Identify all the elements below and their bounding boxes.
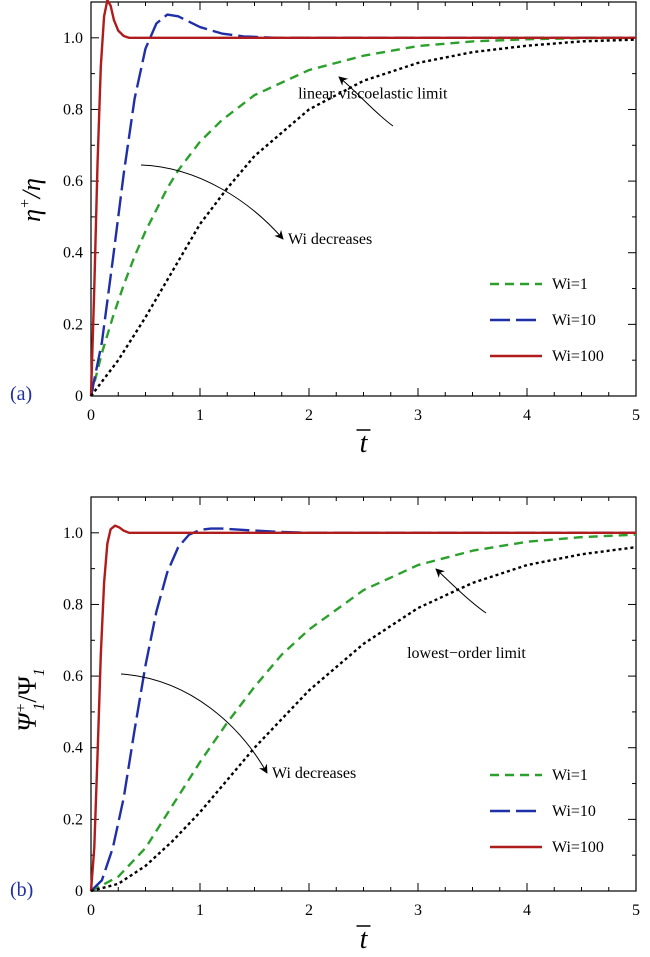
x-tick-label: 5 — [632, 407, 640, 424]
y-tick-label: 0 — [75, 388, 83, 405]
annotation-wi-decreases: Wi decreases — [288, 231, 372, 248]
x-tick-label: 1 — [196, 902, 204, 919]
y-tick-label: 0.8 — [63, 101, 83, 118]
x-tick-label: 4 — [523, 902, 531, 919]
wi-decreases-arrow — [120, 673, 268, 774]
y-tick-label: 0.2 — [63, 811, 83, 828]
x-tick-label: 5 — [632, 902, 640, 919]
x-axis-label: t — [360, 924, 369, 955]
legend-label: Wi=100 — [552, 839, 604, 856]
x-tick-label: 4 — [523, 407, 531, 424]
y-axis-label: η+/η — [17, 178, 46, 222]
annotation-arrow — [338, 76, 394, 127]
x-tick-label: 3 — [414, 902, 422, 919]
panel-a: 0 1 2 3 4 5 0 0.2 0.4 0.6 0.8 1.0 t η+/η Wi=1 Wi=10 Wi=1… — [10, 0, 640, 459]
plot-frame — [90, 496, 637, 892]
x-tick-label: 0 — [87, 407, 95, 424]
series-line-1 — [90, 527, 636, 892]
series-line-0 — [89, 36, 637, 397]
series-line-2 — [89, 524, 636, 892]
x-axis-label: t — [360, 428, 369, 459]
x-tick-label: 2 — [305, 407, 313, 424]
legend-label: Wi=10 — [552, 803, 596, 820]
x-tick-label: 2 — [305, 902, 313, 919]
plot-frame — [90, 1, 637, 397]
series-line-2 — [89, 0, 636, 397]
y-axis-label: Ψ+1/Ψ1 — [13, 668, 48, 731]
annotation-wi-decreases: Wi decreases — [272, 765, 356, 782]
panel-label: (a) — [10, 383, 32, 405]
annotation-limit: lowest−order limit — [407, 645, 526, 662]
legend-label: Wi=100 — [552, 348, 604, 365]
y-tick-label: 1.0 — [63, 525, 83, 542]
y-tick-label: 1.0 — [63, 30, 83, 47]
panel-b: 0 1 2 3 4 5 0 0.2 0.4 0.6 0.8 1.0 t Ψ+1/Ψ1 Wi=1 Wi=10 Wi… — [10, 496, 640, 955]
y-tick-label: 0.8 — [63, 596, 83, 613]
panel-label: (b) — [10, 879, 33, 901]
series-line-0 — [90, 533, 637, 893]
legend-label: Wi=1 — [552, 767, 588, 784]
y-tick-label: 0.6 — [63, 668, 83, 685]
legend-label: Wi=1 — [552, 276, 588, 293]
series-line-1 — [89, 13, 636, 397]
annotation-limit: linear viscoelastic limit — [298, 86, 448, 103]
wi-decreases-arrow — [140, 164, 284, 240]
y-tick-label: 0.6 — [63, 173, 83, 190]
x-tick-label: 1 — [196, 407, 204, 424]
annotation-arrow — [435, 568, 487, 614]
x-tick-label: 3 — [414, 407, 422, 424]
series-line-3 — [90, 38, 637, 397]
series-line-3 — [90, 545, 637, 893]
legend-label: Wi=10 — [552, 312, 596, 329]
y-tick-label: 0.4 — [63, 245, 83, 262]
y-tick-label: 0 — [75, 883, 83, 900]
x-tick-label: 0 — [87, 902, 95, 919]
y-tick-label: 0.2 — [63, 316, 83, 333]
y-tick-label: 0.4 — [63, 740, 83, 757]
